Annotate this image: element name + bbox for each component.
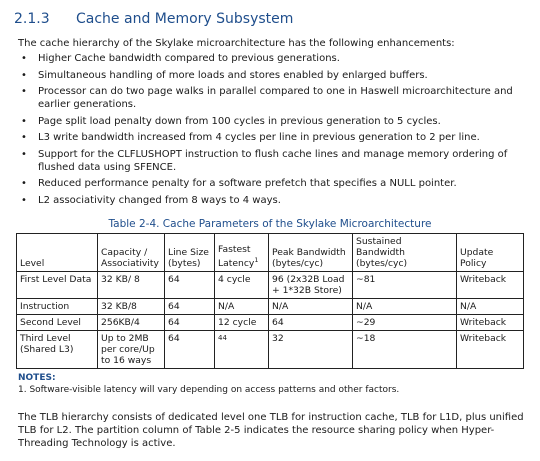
cell-level: Third Level (Shared L3) [16,330,98,369]
cell-line-size: 64 [164,271,215,299]
cell-capacity: 256KB/4 [97,314,165,331]
footnote-text: 1. Software-visible latency will vary de… [18,385,400,395]
bullet-icon: • [21,69,27,81]
cell-peak-bandwidth: 64 [268,314,353,331]
cell-update-policy: Writeback [456,271,524,299]
footnote-marker: 1 [254,255,259,264]
cell-capacity: 32 KB/8 [97,298,165,315]
cache-parameters-table: Level Capacity / Associativity Line Size… [16,233,524,369]
cell-update-policy: Writeback [456,330,524,369]
header-update-policy: Update Policy [456,233,524,272]
cell-level: First Level Data [16,271,98,299]
header-peak-bandwidth: Peak Bandwidth (bytes/cyc) [268,233,353,272]
section-title: Cache and Memory Subsystem [76,11,294,27]
bullet-icon: • [21,53,27,64]
notes-heading: NOTES: [18,373,56,383]
list-item-text: Reduced performance penalty for a softwa… [38,178,457,189]
header-line-size: Line Size (bytes) [164,233,215,272]
header-latency-text: Fastest Latency [218,243,255,269]
table-header-row: Level Capacity / Associativity Line Size… [16,233,524,272]
table-caption: Table 2-4. Cache Parameters of the Skyla… [108,218,432,230]
cell-line-size: 64 [164,330,215,369]
list-item-text: L2 associativity changed from 8 ways to … [38,194,281,206]
enhancement-list: • Higher Cache bandwidth compared to prev… [18,52,528,210]
table-row: Third Level (Shared L3) Up to 2MB per co… [16,330,524,369]
cell-peak-bandwidth: 32 [268,330,353,369]
bullet-icon: • [21,132,27,143]
cell-level: Instruction [16,298,98,315]
list-item: • Higher Cache bandwidth compared to prev… [18,52,528,65]
bullet-icon: • [21,115,27,127]
table-row: First Level Data 32 KB/ 8 64 4 cycle 96 … [16,271,524,299]
cell-update-policy: Writeback [456,314,524,331]
header-latency: Fastest Latency1 [214,233,269,272]
list-item-text: Support for the CLFLUSHOPT instruction t… [38,148,508,173]
cell-sustained-bandwidth: ~29 [352,314,457,331]
list-item-text: Higher Cache bandwidth compared to previ… [38,53,340,64]
cell-latency: 12 cycle [214,314,269,331]
list-item: • Processor can do two page walks in para… [18,85,528,111]
cell-sustained-bandwidth: N/A [352,298,457,315]
bullet-icon: • [21,148,27,160]
closing-paragraph: The TLB hierarchy consists of dedicated … [18,412,524,449]
intro-paragraph: The cache hierarchy of the Skylake micro… [18,38,455,49]
bullet-icon: • [21,194,27,206]
list-item: • Support for the CLFLUSHOPT instruction … [18,148,528,174]
header-sustained-bandwidth: Sustained Bandwidth (bytes/cyc) [352,233,457,272]
list-item: • Simultaneous handling of more loads and… [18,69,528,82]
header-level: Level [16,233,98,272]
list-item-text: Processor can do two page walks in paral… [38,86,513,110]
cell-peak-bandwidth: 96 (2x32B Load + 1*32B Store) [268,271,353,299]
list-item-text: Simultaneous handling of more loads and … [38,69,428,81]
cell-line-size: 64 [164,314,215,331]
table-row: Instruction 32 KB/8 64 N/A N/A N/A N/A [16,298,524,315]
list-item: • Page split load penalty down from 100 c… [18,115,528,128]
section-number: 2.1.3 [14,11,50,27]
cell-line-size: 64 [164,298,215,315]
cell-capacity: Up to 2MB per core/Up to 16 ways [97,330,165,369]
section-heading: 2.1.3 Cache and Memory Subsystem [14,11,293,27]
list-item: • Reduced performance penalty for a softw… [18,177,528,190]
cell-level: Second Level [16,314,98,331]
cell-update-policy: N/A [456,298,524,315]
cell-sustained-bandwidth: ~18 [352,330,457,369]
list-item: • L3 write bandwidth increased from 4 cyc… [18,131,528,144]
list-item-text: Page split load penalty down from 100 cy… [38,115,441,127]
list-item-text: L3 write bandwidth increased from 4 cycl… [38,132,480,143]
cell-latency: 44 [214,330,269,369]
table-row: Second Level 256KB/4 64 12 cycle 64 ~29 … [16,314,524,331]
bullet-icon: • [21,178,27,189]
bullet-icon: • [21,86,27,97]
cell-sustained-bandwidth: ~81 [352,271,457,299]
cell-peak-bandwidth: N/A [268,298,353,315]
cell-capacity: 32 KB/ 8 [97,271,165,299]
list-item: • L2 associativity changed from 8 ways to… [18,194,528,207]
header-capacity: Capacity / Associativity [97,233,165,272]
cell-latency: 4 cycle [214,271,269,299]
cell-latency: N/A [214,298,269,315]
